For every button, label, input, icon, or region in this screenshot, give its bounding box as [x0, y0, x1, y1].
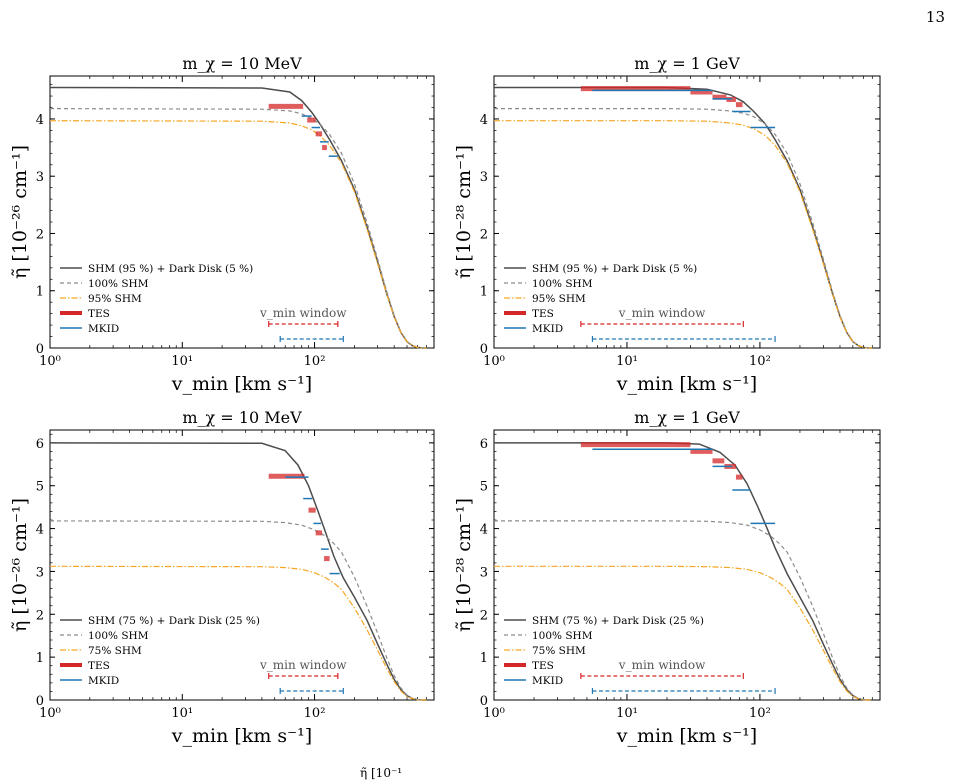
- chart-panel-1: m_χ = 10 MeV 0 1 2 3 4 10⁰ 10¹ 10² v_min [km s⁻¹]…: [9, 54, 435, 395]
- chart-panel-2: m_χ = 1 GeV 0 1 2 3 4 10⁰ 10¹ 10² v_min [km s⁻¹] η…: [453, 54, 881, 395]
- y-axis-label: η̃ [10⁻²⁸ cm⁻¹]: [453, 498, 475, 632]
- chart-panel-3: m_χ = 10 MeV 0 1 2 3 4 5 6 10⁰ 10¹ 10² v_min [km s⁻…: [9, 408, 435, 747]
- y-tick-label: 5: [36, 480, 44, 495]
- x-tick-label: 10²: [304, 354, 326, 369]
- chart-title: m_χ = 10 MeV: [182, 54, 302, 73]
- y-tick-label: 1: [480, 285, 488, 300]
- legend-entry: 75% SHM: [88, 645, 142, 657]
- legend-entry: 100% SHM: [532, 630, 593, 642]
- x-tick-label: 10⁰: [39, 706, 61, 721]
- series-line-1: [494, 86, 873, 349]
- x-tick-label: 10²: [749, 354, 771, 369]
- legend-entry: MKID: [88, 323, 119, 335]
- y-tick-label: 2: [480, 608, 488, 623]
- x-axis-label: v_min [km s⁻¹]: [616, 373, 757, 395]
- y-tick-label: 3: [36, 565, 44, 580]
- legend-entry: SHM (75 %) + Dark Disk (25 %): [88, 615, 260, 627]
- chart-title: m_χ = 1 GeV: [634, 408, 740, 427]
- x-axis-label: v_min [km s⁻¹]: [171, 725, 312, 747]
- legend-entry: 95% SHM: [88, 293, 142, 305]
- legend-entry: TES: [532, 660, 554, 672]
- legend-entry: SHM (75 %) + Dark Disk (25 %): [532, 615, 704, 627]
- y-axis-label: η̃ [10⁻²⁶ cm⁻¹]: [9, 498, 31, 632]
- legend-entry: 100% SHM: [88, 630, 149, 642]
- y-tick-label: 4: [480, 523, 488, 538]
- legend-entry: 95% SHM: [532, 293, 586, 305]
- y-tick-label: 4: [36, 113, 44, 128]
- series-line-1: [49, 86, 427, 349]
- y-tick-label: 0: [36, 694, 44, 709]
- x-tick-label: 10¹: [171, 354, 193, 369]
- series-line-2: [49, 108, 427, 349]
- legend-entry: MKID: [88, 675, 119, 687]
- y-tick-label: 0: [36, 342, 44, 357]
- series-line-3: [49, 565, 427, 701]
- window-label: v_min window: [618, 658, 706, 672]
- plot-frame: [493, 75, 881, 349]
- y-tick-label: 6: [480, 437, 488, 452]
- y-tick-label: 0: [480, 342, 488, 357]
- caption-fragment: η̃ [10⁻¹: [360, 766, 403, 780]
- series-line-3: [494, 120, 873, 349]
- legend-entry: 75% SHM: [532, 645, 586, 657]
- x-tick-label: 10²: [304, 706, 326, 721]
- y-axis-label: η̃ [10⁻²⁶ cm⁻¹]: [9, 145, 31, 279]
- x-tick-label: 10⁰: [483, 706, 505, 721]
- window-label: v_min window: [618, 306, 706, 320]
- legend-entry: MKID: [532, 675, 563, 687]
- series-line-2: [494, 520, 873, 701]
- y-tick-label: 2: [480, 227, 488, 242]
- y-tick-label: 4: [480, 113, 488, 128]
- series-line-3: [494, 565, 873, 701]
- y-tick-label: 5: [480, 480, 488, 495]
- legend-entry: 100% SHM: [532, 278, 593, 290]
- y-tick-label: 6: [36, 437, 44, 452]
- y-axis-label: η̃ [10⁻²⁸ cm⁻¹]: [453, 145, 475, 279]
- chart-title: m_χ = 1 GeV: [634, 54, 740, 73]
- y-tick-label: 1: [480, 651, 488, 666]
- chart-title: m_χ = 10 MeV: [182, 408, 302, 427]
- series-line-2: [49, 520, 427, 701]
- legend-entry: TES: [88, 308, 110, 320]
- y-tick-label: 2: [36, 227, 44, 242]
- x-axis-label: v_min [km s⁻¹]: [616, 725, 757, 747]
- y-tick-label: 2: [36, 608, 44, 623]
- y-tick-label: 3: [480, 170, 488, 185]
- legend-entry: SHM (95 %) + Dark Disk (5 %): [532, 263, 697, 275]
- y-tick-label: 1: [36, 651, 44, 666]
- y-tick-label: 3: [36, 170, 44, 185]
- x-tick-label: 10⁰: [39, 354, 61, 369]
- x-tick-label: 10¹: [616, 706, 638, 721]
- window-label: v_min window: [259, 658, 347, 672]
- plot-frame: [49, 429, 435, 701]
- y-tick-label: 3: [480, 565, 488, 580]
- chart-panel-4: m_χ = 1 GeV 0 1 2 3 4 5 6 10⁰ 10¹ 10² v_min [km s⁻¹…: [453, 408, 881, 747]
- y-tick-label: 0: [480, 694, 488, 709]
- x-tick-label: 10²: [749, 706, 771, 721]
- legend-entry: MKID: [532, 323, 563, 335]
- x-tick-label: 10¹: [616, 354, 638, 369]
- x-axis-label: v_min [km s⁻¹]: [171, 373, 312, 395]
- legend-entry: TES: [532, 308, 554, 320]
- x-tick-label: 10⁰: [483, 354, 505, 369]
- window-label: v_min window: [259, 306, 347, 320]
- x-tick-label: 10¹: [171, 706, 193, 721]
- page-number: 13: [925, 8, 945, 26]
- y-tick-label: 1: [36, 285, 44, 300]
- legend-entry: TES: [88, 660, 110, 672]
- y-tick-label: 4: [36, 523, 44, 538]
- plot-frame: [493, 429, 881, 701]
- legend-entry: SHM (95 %) + Dark Disk (5 %): [88, 263, 253, 275]
- legend-entry: 100% SHM: [88, 278, 149, 290]
- plot-frame: [49, 75, 435, 349]
